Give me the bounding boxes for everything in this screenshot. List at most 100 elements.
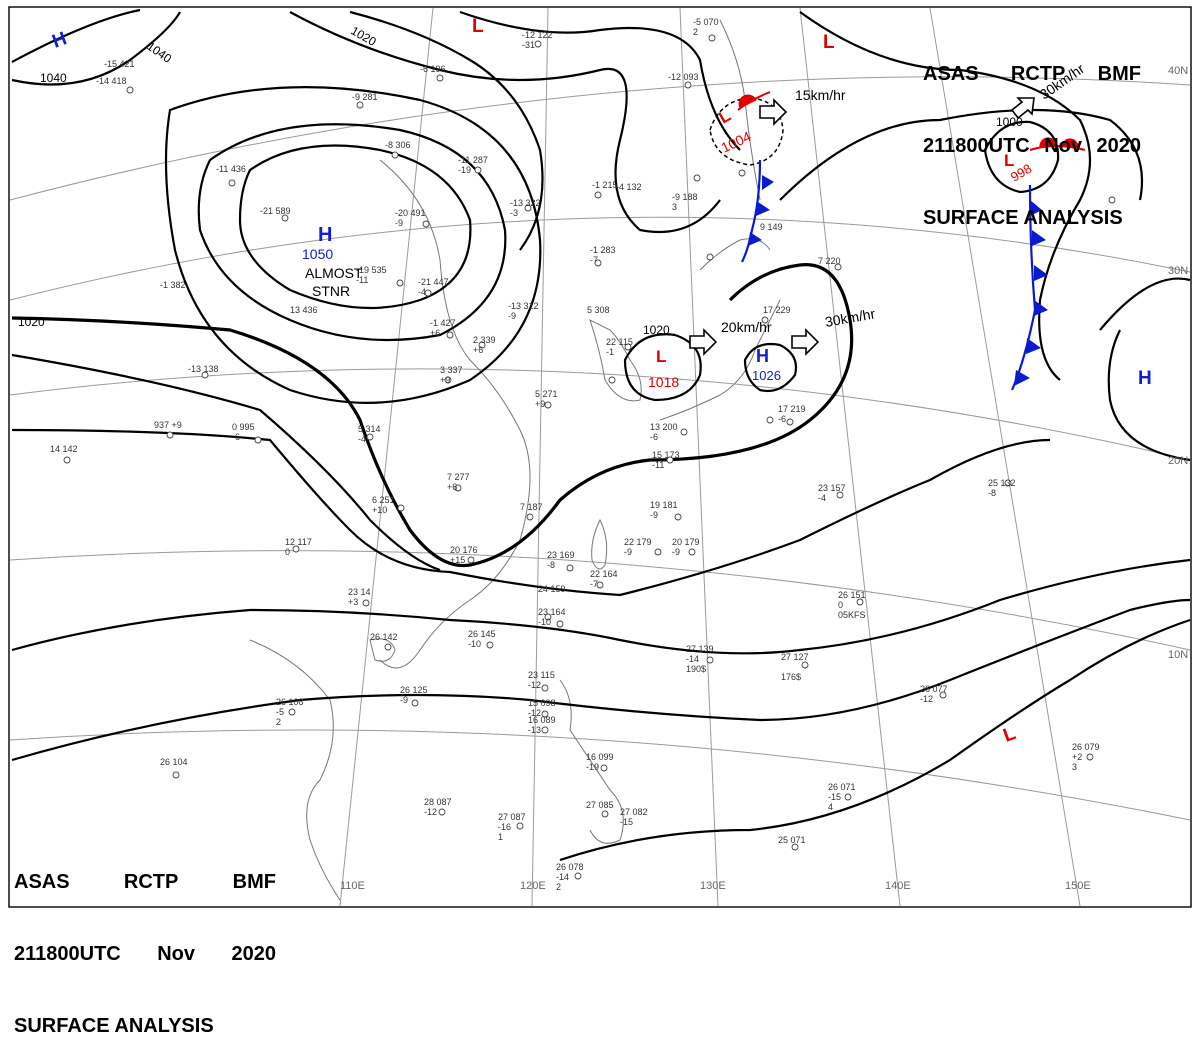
station-dot xyxy=(693,174,701,182)
station-value: -9 281 xyxy=(352,92,378,102)
header-product: ASAS xyxy=(923,63,979,85)
station-value: 190$ xyxy=(686,664,706,674)
station-plot: -9 281 xyxy=(352,92,378,102)
station-value: 27 085 xyxy=(586,800,614,810)
station-dot xyxy=(436,74,444,82)
station-plot: 25 071 xyxy=(778,835,806,845)
front-triangle-3 xyxy=(1034,265,1048,281)
station-plot: 23 115-12 xyxy=(528,670,555,690)
station-dot xyxy=(544,613,552,621)
station-plot: -1 382 xyxy=(160,280,186,290)
station-dot xyxy=(201,371,209,379)
isobar-east-3 xyxy=(1099,277,1191,462)
station-dot xyxy=(786,418,794,426)
system-note: ALMOST xyxy=(305,265,363,281)
station-value: -6 xyxy=(778,414,786,424)
motion-arrows xyxy=(689,97,1035,356)
station-value: 20 176 xyxy=(450,545,478,555)
station-value: -31 xyxy=(522,40,535,50)
station-plot: -14 418 xyxy=(96,76,127,86)
station-plot: 22 179-9 xyxy=(624,537,652,557)
header-time: 211800UTC xyxy=(14,943,121,965)
lat-label-20n: 20N xyxy=(1168,455,1188,467)
station-value: -9 xyxy=(508,311,516,321)
station-plot: 27 085 xyxy=(586,800,614,810)
station-value: 23 164 xyxy=(538,607,566,617)
station-value: 26 071 xyxy=(828,782,856,792)
cold-front-east xyxy=(1010,184,1048,391)
station-dot xyxy=(801,661,809,669)
station-value: -15 xyxy=(828,792,841,802)
station-dot xyxy=(424,289,432,297)
station-dot xyxy=(654,548,662,556)
station-value: 26 145 xyxy=(468,629,496,639)
lat-line-40 xyxy=(9,76,1191,201)
station-value: -12 122 xyxy=(522,30,553,40)
isobar-label: 1020 xyxy=(643,323,670,337)
high-value: 1026 xyxy=(752,368,781,383)
coast-korea xyxy=(589,319,642,402)
isobar-low-1018 xyxy=(623,333,702,402)
coast-philippines xyxy=(559,679,624,844)
station-value: -10 xyxy=(468,639,481,649)
station-value: +2 xyxy=(1072,752,1082,762)
isobar-low-1004 xyxy=(709,97,784,166)
station-dot xyxy=(1004,479,1012,487)
header-year: 2020 xyxy=(1096,135,1141,157)
station-dot xyxy=(516,822,524,830)
station-dot xyxy=(791,843,799,851)
low-letter: L xyxy=(1004,151,1014,170)
station-value: 26 151 xyxy=(838,590,866,600)
front-triangle-5 xyxy=(1026,338,1041,354)
station-plot: -20 491-9 xyxy=(395,208,426,228)
station-value: -14 xyxy=(686,654,699,664)
station-dot xyxy=(706,656,714,664)
station-dot xyxy=(474,166,482,174)
station-value: 15 173 xyxy=(652,450,680,460)
map-frame xyxy=(8,6,1192,908)
station-plot: -11 436 xyxy=(216,164,246,174)
station-plot: 26 071-154 xyxy=(828,782,856,812)
station-value: 23 14 xyxy=(348,587,371,597)
station-value: 25 071 xyxy=(778,835,806,845)
isobar-north-2 xyxy=(289,11,721,234)
station-value: 26 104 xyxy=(160,757,188,767)
station-value: 0 xyxy=(838,600,843,610)
station-value: 176$ xyxy=(781,672,801,682)
lat-label-40n: 40N xyxy=(1168,65,1188,77)
isobar-1040-nw xyxy=(11,8,141,63)
station-value: -13 322 xyxy=(510,198,541,208)
station-plot: 26 104 xyxy=(160,757,188,767)
header-station: RCTP xyxy=(123,871,179,893)
high-letter: H xyxy=(1138,368,1152,389)
station-plot: -12 122-31 xyxy=(522,30,553,50)
station-dot xyxy=(706,253,714,261)
station-plot: -15 421 xyxy=(104,59,135,69)
station-value: 26 108 xyxy=(276,697,304,707)
station-plot: 23 169-8 xyxy=(547,550,575,570)
station-value: 14 142 xyxy=(50,444,78,454)
station-plot: 0 995-6 xyxy=(232,422,255,442)
station-plot: 7 187 xyxy=(520,502,543,512)
station-plot: 7 277+6 xyxy=(447,472,470,492)
station-dot xyxy=(486,641,494,649)
station-value: 0 995 xyxy=(232,422,255,432)
lat-label-30n: 30N xyxy=(1168,265,1188,277)
station-value: 6 251 xyxy=(372,495,395,505)
low-letter: L xyxy=(472,16,484,37)
station-dot xyxy=(708,34,716,42)
station-value: -6 xyxy=(232,432,240,442)
station-dot xyxy=(534,40,542,48)
station-value: -4 xyxy=(418,287,426,297)
lat-label-10n: 10N xyxy=(1168,649,1188,661)
station-value: +15 xyxy=(450,555,465,565)
station-dot xyxy=(526,513,534,521)
header-title: SURFACE ANALYSIS xyxy=(14,1015,214,1037)
station-values: -15 421-14 418-6 196-12 122-31-9 281-8 3… xyxy=(50,17,1100,892)
station-value: +9 xyxy=(440,375,450,385)
station-value: -11 287 xyxy=(458,155,488,165)
station-value: 17 219 xyxy=(778,404,806,414)
front-triangle-n1 xyxy=(762,175,774,190)
station-dot xyxy=(541,710,549,718)
